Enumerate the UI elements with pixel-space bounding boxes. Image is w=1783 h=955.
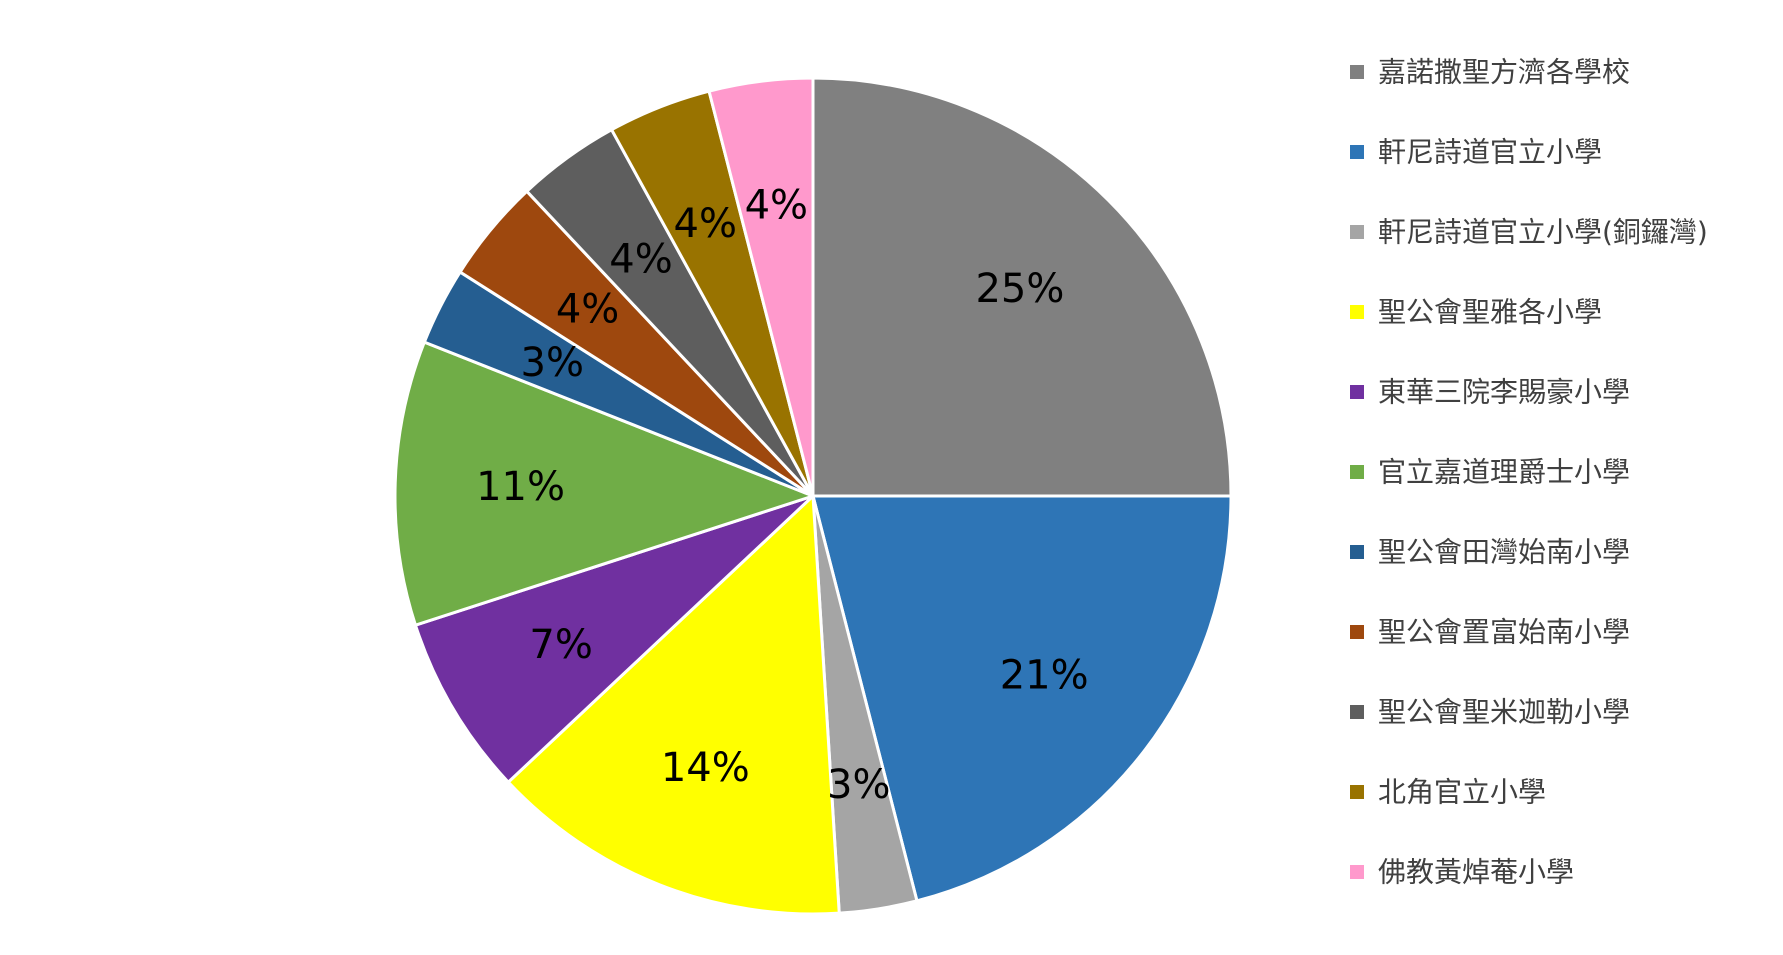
legend-item: 軒尼詩道官立小學(銅鑼灣) <box>1350 216 1708 249</box>
legend-label: 佛教黃焯菴小學 <box>1378 856 1574 889</box>
legend-label: 軒尼詩道官立小學(銅鑼灣) <box>1378 216 1708 249</box>
legend-item: 軒尼詩道官立小學 <box>1350 136 1602 169</box>
legend-label: 聖公會聖雅各小學 <box>1378 296 1602 329</box>
legend-swatch <box>1350 785 1364 799</box>
legend-swatch <box>1350 625 1364 639</box>
slice-data-label: 4% <box>609 236 672 282</box>
legend-item: 東華三院李賜豪小學 <box>1350 376 1630 409</box>
slice-data-label: 4% <box>674 201 737 247</box>
slice-data-label: 4% <box>556 286 619 332</box>
legend-label: 官立嘉道理爵士小學 <box>1378 456 1630 489</box>
legend-label: 北角官立小學 <box>1378 776 1546 809</box>
legend-swatch <box>1350 145 1364 159</box>
legend-label: 聖公會聖米迦勒小學 <box>1378 696 1630 729</box>
legend-swatch <box>1350 225 1364 239</box>
legend-item: 聖公會聖米迦勒小學 <box>1350 696 1630 729</box>
slice-data-label: 25% <box>975 266 1064 312</box>
slice-data-label: 7% <box>529 622 592 668</box>
legend-item: 官立嘉道理爵士小學 <box>1350 456 1630 489</box>
legend-label: 聖公會置富始南小學 <box>1378 616 1630 649</box>
legend-label: 聖公會田灣始南小學 <box>1378 536 1630 569</box>
pie-data-labels: 25%21%3%14%7%11%3%4%4%4% 4% <box>476 183 1089 808</box>
pie-slice <box>707 76 815 497</box>
slice-data-label: 3% <box>521 340 584 386</box>
legend-swatch <box>1350 865 1364 879</box>
legend-swatch <box>1350 385 1364 399</box>
legend-swatch <box>1350 65 1364 79</box>
slice-data-label: 11% <box>476 464 565 510</box>
legend-item: 聖公會田灣始南小學 <box>1350 536 1630 569</box>
legend-swatch <box>1350 705 1364 719</box>
pie-slices <box>393 76 1233 916</box>
legend-label: 東華三院李賜豪小學 <box>1378 376 1630 409</box>
legend-swatch <box>1350 465 1364 479</box>
legend-item: 佛教黃焯菴小學 <box>1350 856 1574 889</box>
pie-slice <box>506 492 841 916</box>
legend-swatch <box>1350 545 1364 559</box>
legend-label: 嘉諾撒聖方濟各學校 <box>1378 56 1630 89</box>
pie-slice <box>393 340 818 628</box>
legend-item: 聖公會置富始南小學 <box>1350 616 1630 649</box>
legend-label: 軒尼詩道官立小學 <box>1378 136 1602 169</box>
legend-item: 嘉諾撒聖方濟各學校 <box>1350 56 1630 89</box>
legend-item: 北角官立小學 <box>1350 776 1546 809</box>
pie-slice <box>811 76 1233 498</box>
slice-data-label: 21% <box>1000 652 1089 698</box>
legend-swatch <box>1350 305 1364 319</box>
pie-slice <box>413 494 815 785</box>
pie-slice <box>811 494 1233 903</box>
slice-data-label: 4% <box>745 183 808 229</box>
slice-data-label: 14% <box>661 745 750 791</box>
legend-item: 聖公會聖雅各小學 <box>1350 296 1602 329</box>
slice-data-label: 3% <box>827 762 890 808</box>
